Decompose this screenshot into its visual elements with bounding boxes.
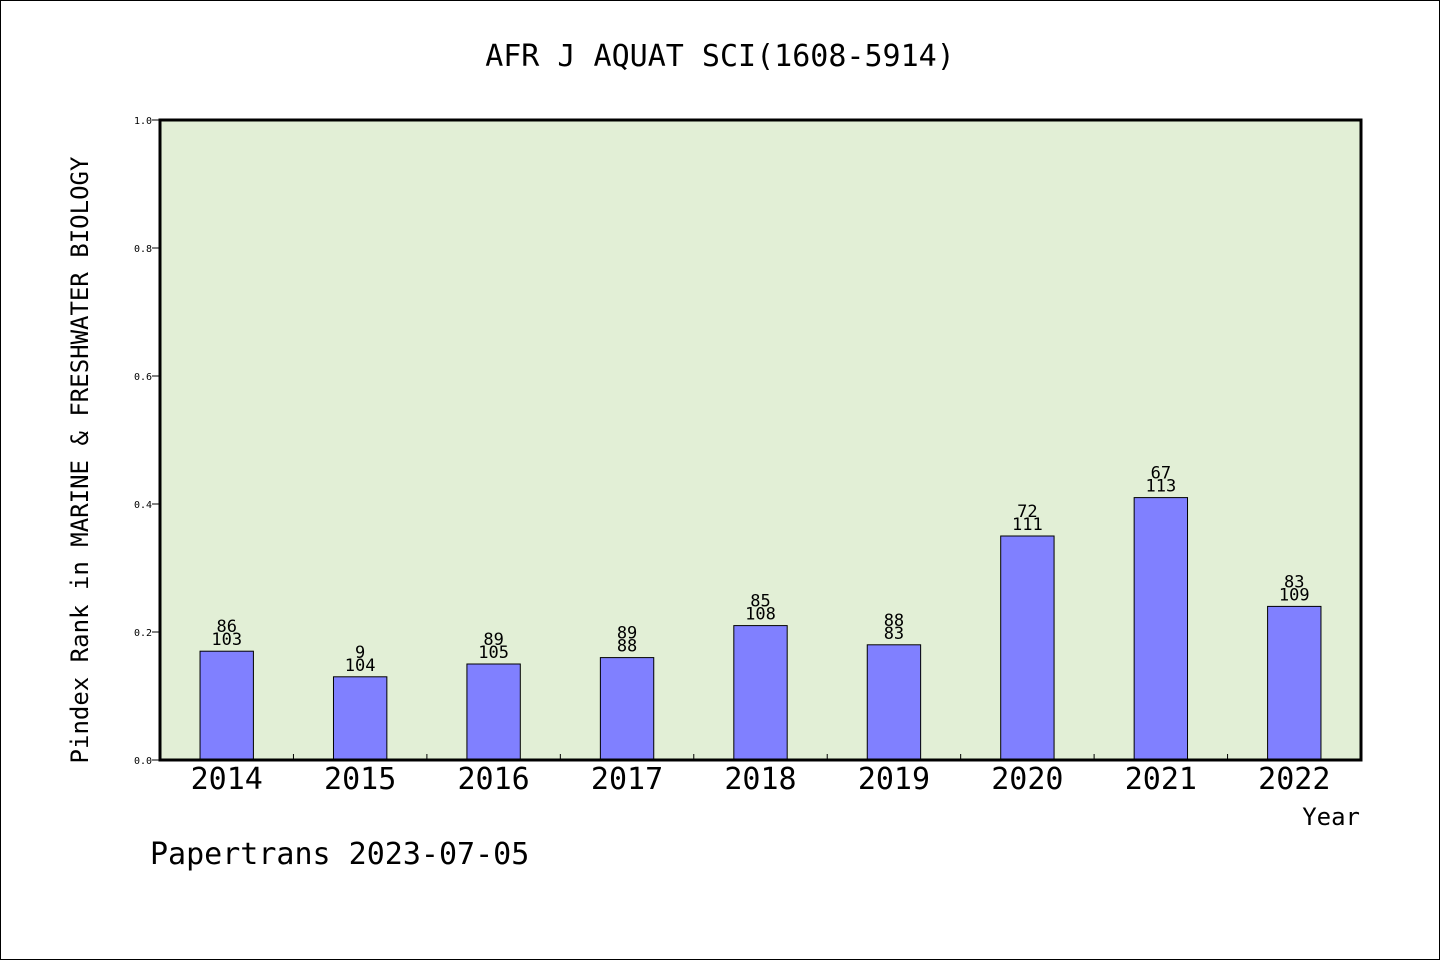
bar-label-top: 89: [617, 624, 637, 644]
x-tick-label: 2020: [991, 762, 1063, 797]
bar: [466, 663, 521, 761]
x-tick-label: 2019: [858, 762, 930, 797]
x-tick-label: 2021: [1125, 762, 1197, 797]
x-tick-label: 2018: [724, 762, 796, 797]
y-tick-label: 0.8: [134, 244, 152, 255]
bar-label-bottom: 103: [211, 630, 242, 650]
footer-text: Papertrans 2023-07-05: [150, 837, 529, 872]
bar: [733, 625, 788, 761]
bar-label-bottom: 83: [884, 624, 904, 644]
chart-title: AFR J AQUAT SCI(1608-5914): [485, 39, 955, 74]
bar-label-bottom: 113: [1145, 477, 1176, 497]
bar-label-top: 85: [750, 592, 770, 612]
x-tick-label: 2016: [457, 762, 529, 797]
y-tick-label: 1.0: [134, 116, 152, 127]
bar: [1267, 605, 1322, 761]
bar-label-top: 83: [1284, 572, 1304, 592]
y-axis: 0.0 0.2 0.4 0.6 0.8 1.0: [134, 116, 160, 767]
y-tick-label: 0.0: [134, 756, 152, 767]
y-tick-label: 0.6: [134, 372, 152, 383]
y-axis-label: Pindex Rank in MARINE & FRESHWATER BIOLO…: [66, 156, 94, 763]
bar: [1000, 535, 1055, 761]
bar: [599, 657, 655, 761]
x-tick-label: 2015: [324, 762, 396, 797]
y-tick-label: 0.2: [134, 628, 152, 639]
bar-label-top: 72: [1017, 502, 1037, 522]
y-tick-label: 0.4: [134, 500, 152, 511]
bar: [1133, 497, 1189, 761]
bar: [332, 676, 388, 761]
bar-label-bottom: 88: [617, 637, 637, 657]
x-axis-label: Year: [1302, 803, 1360, 831]
bar: [866, 644, 922, 761]
x-axis: 2014 2015 2016 2017 2018 2019 2020 2021 2022: [191, 754, 1330, 797]
bar-label-bottom: 104: [345, 656, 376, 676]
bar-label-bottom: 105: [478, 643, 509, 663]
bar-label-bottom: 108: [745, 605, 776, 625]
bar-label-top: 67: [1151, 464, 1171, 484]
bar-label-top: 86: [216, 617, 236, 637]
bar-label-bottom: 111: [1012, 515, 1043, 535]
plot-border: [158, 118, 1363, 762]
bar-label-bottom: 109: [1279, 585, 1310, 605]
bar-label-top: 89: [483, 630, 503, 650]
bar-label-top: 9: [355, 643, 365, 663]
x-tick-label: 2022: [1258, 762, 1330, 797]
x-tick-label: 2017: [591, 762, 663, 797]
bar: [199, 650, 254, 761]
x-tick-label: 2014: [191, 762, 263, 797]
bar-label-top: 88: [884, 611, 904, 631]
